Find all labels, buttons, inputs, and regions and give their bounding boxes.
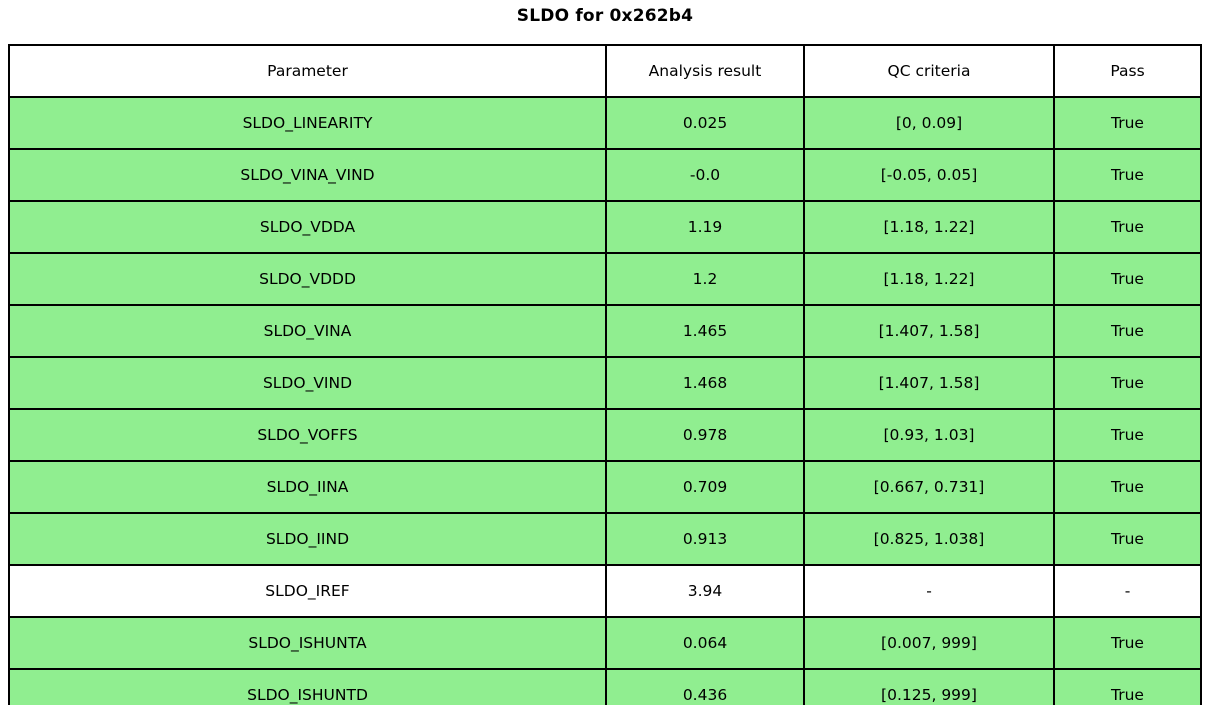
criteria-cell: [0.007, 999] [803,616,1055,670]
header-cell-qc-criteria: QC criteria [803,44,1055,98]
table-row: SLDO_IIND 0.913 [0.825, 1.038] True [8,512,1202,566]
parameter-cell: SLDO_IREF [8,564,607,618]
table-row: SLDO_VDDD 1.2 [1.18, 1.22] True [8,252,1202,306]
table-row: SLDO_VDDA 1.19 [1.18, 1.22] True [8,200,1202,254]
criteria-cell: [0.125, 999] [803,668,1055,705]
criteria-cell: [0.93, 1.03] [803,408,1055,462]
criteria-cell: [1.18, 1.22] [803,200,1055,254]
table-row: SLDO_IREF 3.94- - [8,564,1202,618]
result-cell: 0.709 [605,460,805,514]
criteria-cell: [1.407, 1.58] [803,356,1055,410]
parameter-cell: SLDO_ISHUNTD [8,668,607,705]
pass-cell: True [1053,96,1202,150]
table-row: SLDO_VINA 1.465 [1.407, 1.58] True [8,304,1202,358]
pass-cell: True [1053,460,1202,514]
pass-cell: True [1053,200,1202,254]
parameter-cell: SLDO_ISHUNTA [8,616,607,670]
pass-cell: True [1053,356,1202,410]
figure-title: SLDO for 0x262b4 [516,6,694,26]
criteria-cell: - [803,564,1055,618]
table-row: SLDO_ISHUNTA 0.064 [0.007, 999] True [8,616,1202,670]
table-row: SLDO_LINEARITY 0.025 [0, 0.09] True [8,96,1202,150]
pass-cell: True [1053,304,1202,358]
table-row: SLDO_VOFFS 0.978 [0.93, 1.03] True [8,408,1202,462]
parameter-cell: SLDO_VINA_VIND [8,148,607,202]
parameter-cell: SLDO_LINEARITY [8,96,607,150]
header-row: Parameter Analysis result QC criteria Pa… [8,44,1202,98]
pass-cell: True [1053,616,1202,670]
result-cell: 1.19 [605,200,805,254]
criteria-cell: [0.825, 1.038] [803,512,1055,566]
qc-results-table: Parameter Analysis result QC criteria Pa… [8,44,1202,705]
parameter-cell: SLDO_VOFFS [8,408,607,462]
result-cell: 0.913 [605,512,805,566]
result-cell: 1.465 [605,304,805,358]
pass-cell: True [1053,148,1202,202]
result-cell: 1.2 [605,252,805,306]
result-cell: 0.025 [605,96,805,150]
criteria-cell: [0, 0.09] [803,96,1055,150]
parameter-cell: SLDO_VIND [8,356,607,410]
pass-cell: - [1053,564,1202,618]
result-cell: 1.468 [605,356,805,410]
pass-cell: True [1053,512,1202,566]
result-cell: -0.0 [605,148,805,202]
table-row: SLDO_VIND 1.468 [1.407, 1.58] True [8,356,1202,410]
header-cell-parameter: Parameter [8,44,607,98]
pass-cell: True [1053,252,1202,306]
parameter-cell: SLDO_IIND [8,512,607,566]
parameter-cell: SLDO_VDDD [8,252,607,306]
parameter-cell: SLDO_IINA [8,460,607,514]
header-cell-pass: Pass [1053,44,1202,98]
result-cell: 0.978 [605,408,805,462]
pass-cell: True [1053,668,1202,705]
criteria-cell: [1.407, 1.58] [803,304,1055,358]
result-cell: 0.436 [605,668,805,705]
table-row: SLDO_ISHUNTD 0.436 [0.125, 999] True [8,668,1202,705]
pass-cell: True [1053,408,1202,462]
table-row: SLDO_IINA 0.709 [0.667, 0.731] True [8,460,1202,514]
criteria-cell: [1.18, 1.22] [803,252,1055,306]
header-cell-analysis-result: Analysis result [605,44,805,98]
table-row: SLDO_VINA_VIND -0.0 [-0.05, 0.05] True [8,148,1202,202]
criteria-cell: [0.667, 0.731] [803,460,1055,514]
criteria-cell: [-0.05, 0.05] [803,148,1055,202]
result-cell: 0.064 [605,616,805,670]
parameter-cell: SLDO_VDDA [8,200,607,254]
result-cell: 3.94 [605,564,805,618]
parameter-cell: SLDO_VINA [8,304,607,358]
